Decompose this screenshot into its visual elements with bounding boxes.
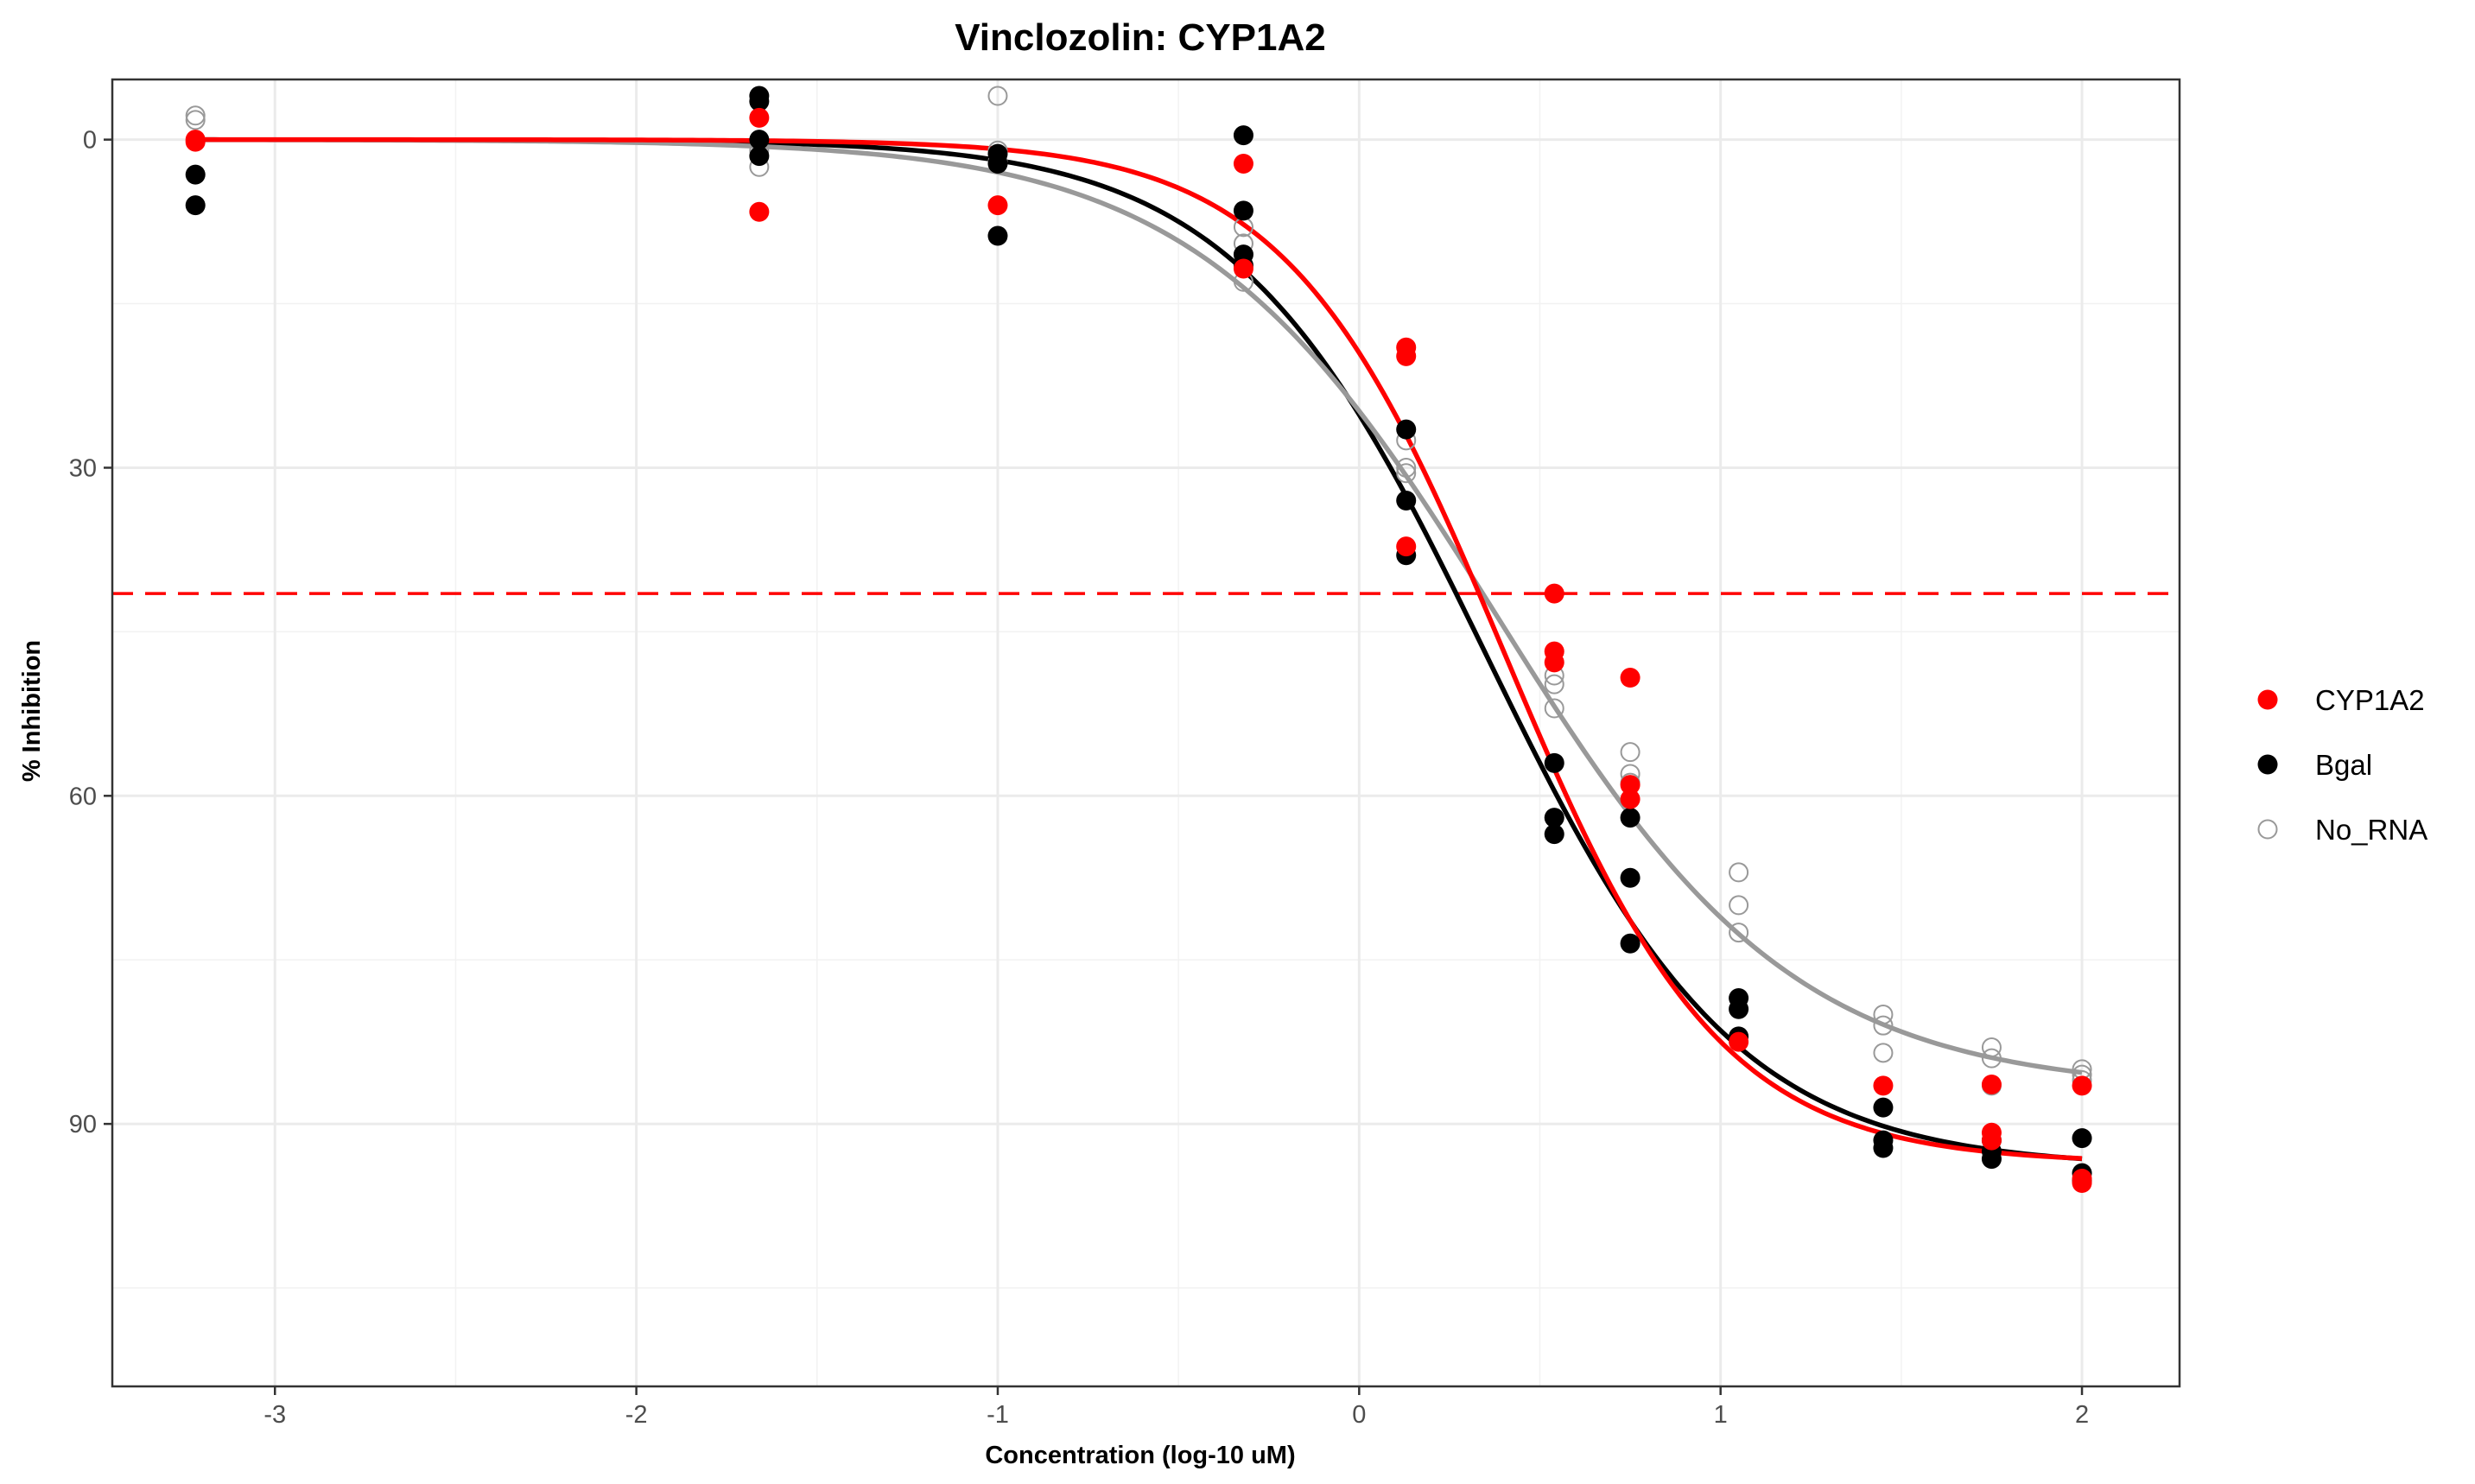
x-tick-label: -1 [987, 1401, 1009, 1429]
x-tick-label: 1 [1714, 1401, 1728, 1429]
data-point-cyp1a2 [185, 130, 206, 150]
data-point-bgal [1620, 933, 1640, 954]
data-point-no-rna [1729, 895, 1749, 916]
y-axis-title: % Inhibition [18, 640, 46, 782]
data-point-bgal [987, 225, 1008, 246]
data-point-no-rna [185, 105, 206, 126]
data-point-no-rna [1729, 923, 1749, 943]
data-point-no-rna [1544, 698, 1564, 719]
legend: CYP1A2 Bgal No_RNA [2257, 684, 2427, 846]
data-point-bgal [987, 153, 1008, 174]
data-point-no-rna [1544, 674, 1564, 694]
data-point-no-rna [1396, 457, 1417, 478]
x-axis-title: Concentration (log-10 uM) [985, 1442, 1295, 1469]
y-tick-label: 30 [69, 454, 97, 482]
legend-key-cyp1a2 [2257, 689, 2278, 710]
data-point-bgal [749, 91, 770, 111]
fit-curve-cyp1a2 [195, 136, 2083, 1161]
data-point-cyp1a2 [1620, 668, 1640, 688]
legend-label-cyp1a2: CYP1A2 [2315, 684, 2425, 716]
data-point-bgal [1729, 999, 1749, 1019]
data-point-bgal [1620, 867, 1640, 888]
data-point-bgal [2072, 1128, 2092, 1149]
data-point-no-rna [987, 86, 1008, 106]
data-point-bgal [1544, 752, 1564, 773]
x-tick-label: 0 [1352, 1401, 1366, 1429]
data-point-cyp1a2 [1544, 583, 1564, 604]
data-point-no-rna [1396, 463, 1417, 484]
data-point-cyp1a2 [987, 195, 1008, 216]
data-point-cyp1a2 [2072, 1173, 2092, 1194]
legend-key-no-rna [2257, 819, 2278, 840]
panel-background [112, 79, 2180, 1386]
data-point-cyp1a2 [1620, 775, 1640, 796]
data-point-no-rna [1620, 742, 1640, 763]
data-point-bgal [749, 130, 770, 150]
data-point-bgal [749, 146, 770, 167]
data-point-cyp1a2 [1873, 1075, 1894, 1096]
x-tick-label: 2 [2075, 1401, 2089, 1429]
legend-label-bgal: Bgal [2315, 749, 2372, 781]
data-point-bgal [1544, 808, 1564, 828]
y-tick-label: 0 [83, 127, 97, 155]
data-point-no-rna [1873, 1043, 1894, 1063]
plot-area [111, 78, 2181, 1388]
data-point-cyp1a2 [1729, 1031, 1749, 1052]
data-point-bgal [1233, 200, 1253, 221]
data-point-cyp1a2 [1981, 1130, 2002, 1151]
data-point-no-rna [1981, 1048, 2002, 1069]
data-point-bgal [185, 195, 206, 216]
data-point-no-rna [185, 110, 206, 130]
data-point-bgal [1873, 1138, 1894, 1158]
data-point-bgal [1396, 419, 1417, 440]
chart-title: Vinclozolin: CYP1A2 [955, 16, 1326, 59]
y-tick-label: 60 [69, 783, 97, 810]
data-point-bgal [1544, 824, 1564, 845]
data-point-cyp1a2 [1233, 153, 1253, 174]
data-point-bgal [185, 164, 206, 185]
data-point-cyp1a2 [2072, 1075, 2092, 1096]
data-point-cyp1a2 [1233, 258, 1253, 279]
legend-key-bgal [2257, 754, 2278, 775]
data-point-bgal [1981, 1149, 2002, 1170]
data-point-bgal [1620, 808, 1640, 828]
y-tick-label: 90 [69, 1111, 97, 1138]
data-point-cyp1a2 [1620, 789, 1640, 809]
data-point-bgal [1873, 1097, 1894, 1118]
data-point-bgal [1233, 125, 1253, 146]
data-point-no-rna [1873, 1015, 1894, 1036]
data-point-cyp1a2 [1544, 652, 1564, 673]
data-point-cyp1a2 [1396, 346, 1417, 366]
data-point-cyp1a2 [1396, 536, 1417, 557]
panel-border [111, 78, 2181, 1388]
x-tick-label: -3 [263, 1401, 286, 1429]
data-point-cyp1a2 [1981, 1075, 2002, 1095]
data-point-cyp1a2 [749, 201, 770, 222]
data-point-bgal [1396, 490, 1417, 511]
data-point-cyp1a2 [749, 107, 770, 128]
legend-label-no-rna: No_RNA [2315, 814, 2427, 846]
data-point-no-rna [1981, 1037, 2002, 1058]
x-tick-label: -2 [625, 1401, 648, 1429]
data-point-no-rna [1729, 862, 1749, 883]
data-point-no-rna [1873, 1005, 1894, 1025]
